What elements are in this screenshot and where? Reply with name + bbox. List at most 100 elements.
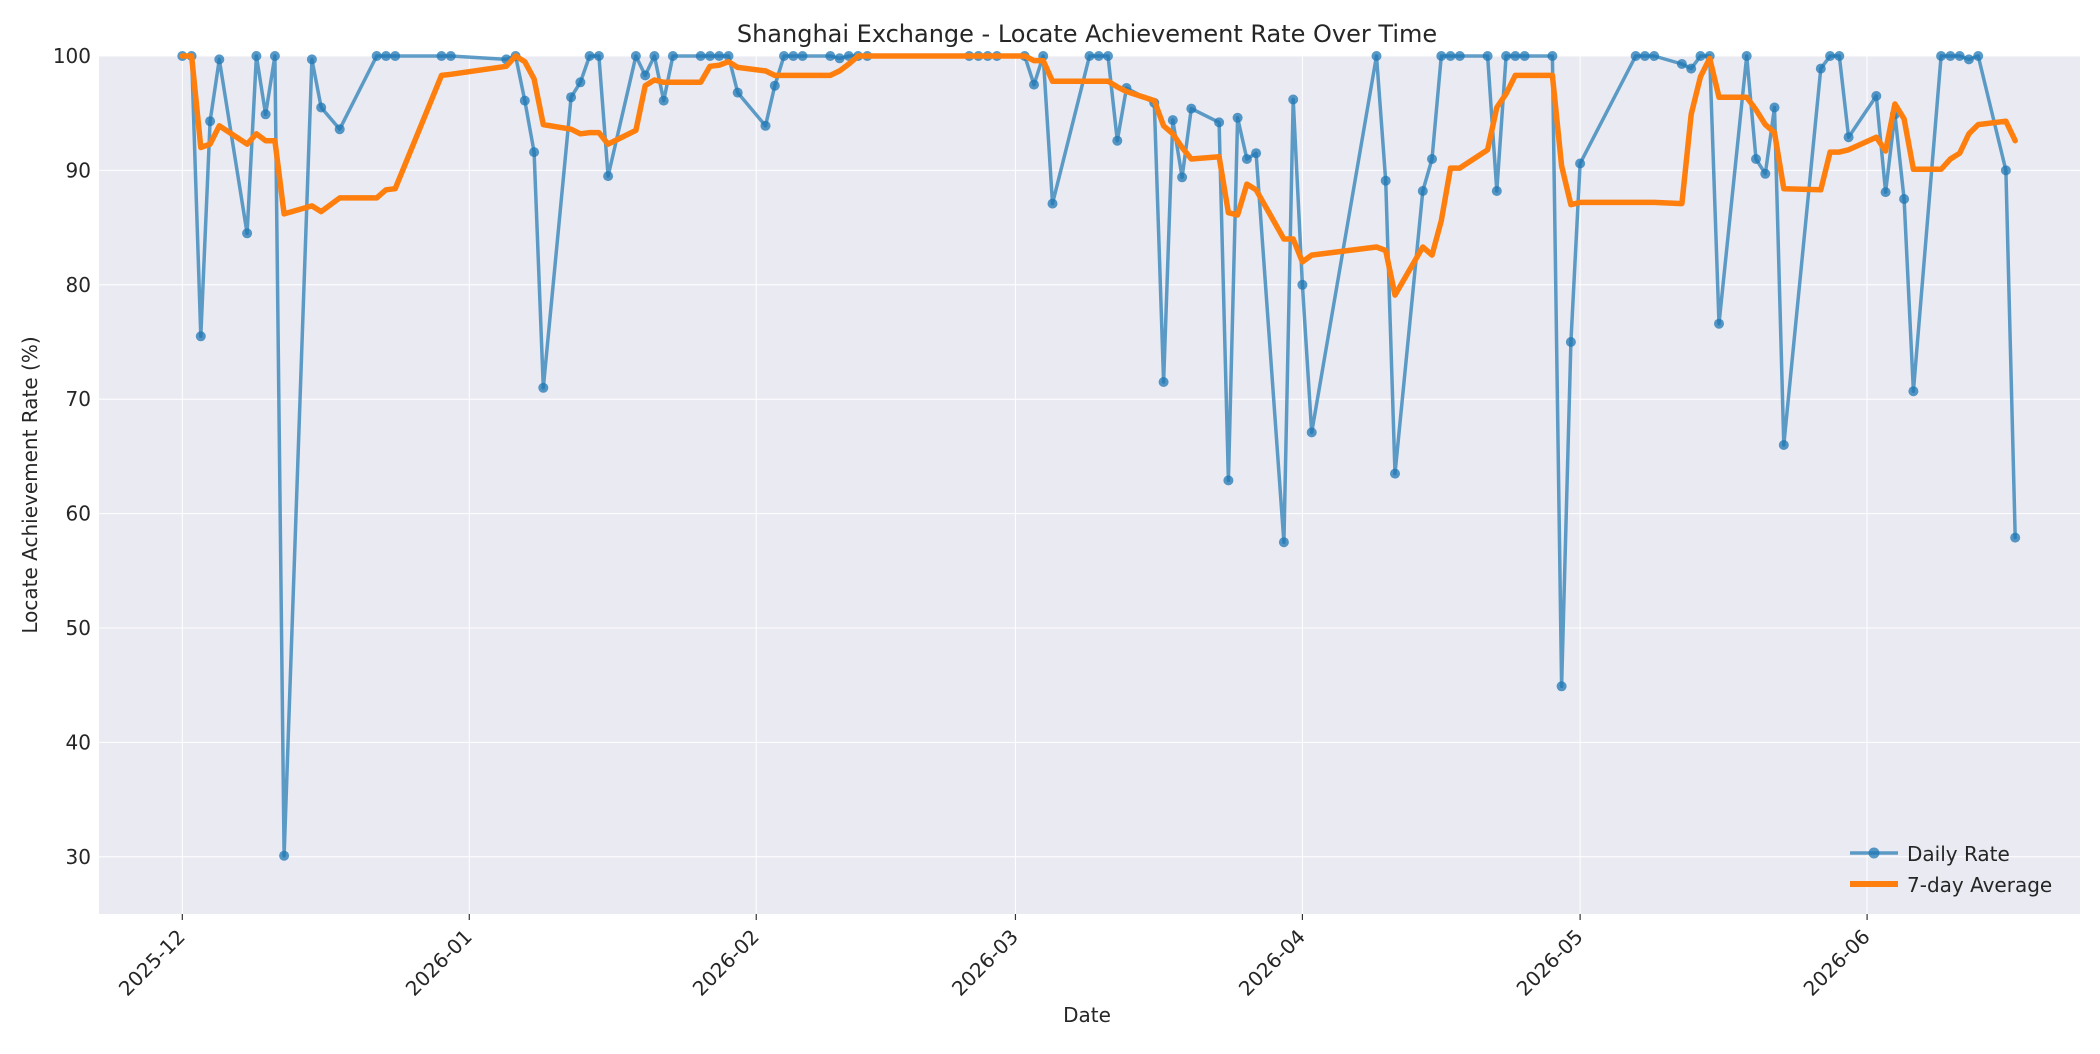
daily-rate-point <box>593 51 604 61</box>
y-tick-label: 100 <box>53 44 91 68</box>
daily-rate-point <box>640 70 651 81</box>
daily-rate-point <box>667 51 678 61</box>
daily-rate-point <box>1510 51 1521 61</box>
daily-rate-point <box>1936 51 1947 61</box>
daily-rate-point <box>1445 51 1456 61</box>
y-axis-label: Locate Achievement Rate (%) <box>18 336 42 633</box>
legend: Daily Rate 7-day Average <box>1850 842 2052 897</box>
daily-rate-point <box>1547 51 1558 61</box>
daily-rate-point <box>1963 54 1974 65</box>
legend-daily-label: Daily Rate <box>1907 842 2010 866</box>
daily-rate-point <box>519 95 530 106</box>
daily-rate-point <box>2010 532 2021 543</box>
daily-rate-point <box>1177 172 1188 183</box>
daily-rate-point <box>251 51 262 61</box>
daily-rate-point <box>732 87 743 98</box>
daily-rate-point <box>1482 51 1493 61</box>
daily-rate-point <box>788 51 799 61</box>
daily-rate-point <box>1223 475 1234 486</box>
daily-rate-point <box>1232 112 1243 123</box>
daily-rate-point <box>242 228 253 239</box>
daily-rate-point <box>1519 51 1530 61</box>
daily-rate-point <box>1436 51 1447 61</box>
daily-rate-point <box>269 51 280 61</box>
daily-rate-point <box>1427 154 1437 164</box>
daily-rate-point <box>1103 51 1113 61</box>
daily-rate-point <box>584 51 595 61</box>
daily-rate-point <box>705 51 715 61</box>
daily-rate-point <box>603 171 614 182</box>
daily-rate-point <box>1093 51 1104 61</box>
daily-rate-point <box>2000 165 2011 176</box>
daily-rate-point <box>445 51 456 61</box>
y-tick-label: 50 <box>66 616 91 640</box>
daily-rate-point <box>1769 102 1780 113</box>
daily-rate-point <box>381 51 391 61</box>
daily-rate-point <box>390 51 401 61</box>
daily-rate-point <box>1834 51 1845 61</box>
daily-rate-point <box>529 147 540 158</box>
daily-rate-point <box>1899 194 1910 204</box>
daily-rate-point <box>1380 175 1391 186</box>
y-tick-label: 70 <box>66 387 91 411</box>
daily-rate-point <box>1158 377 1169 387</box>
daily-rate-point <box>1491 186 1502 196</box>
daily-rate-point <box>1751 154 1761 164</box>
daily-rate-point <box>205 116 216 127</box>
chart-title: Shanghai Exchange - Locate Achievement R… <box>737 20 1437 48</box>
daily-rate-point <box>1029 79 1039 90</box>
legend-daily-marker <box>1868 847 1880 859</box>
daily-rate-point <box>371 51 382 61</box>
daily-rate-point <box>1371 51 1382 61</box>
seven-day-average-line <box>179 53 2018 298</box>
daily-rate-point <box>779 51 789 61</box>
daily-rate-point <box>1973 51 1984 61</box>
daily-rate-point <box>538 382 549 393</box>
daily-rate-point <box>1695 51 1706 61</box>
plot-area <box>99 56 2080 914</box>
daily-rate-point <box>436 51 447 61</box>
daily-rate-point <box>1084 51 1095 61</box>
daily-rate-point <box>279 850 290 861</box>
daily-rate-point <box>1825 51 1836 61</box>
daily-rate-point <box>1760 168 1771 179</box>
y-tick-label: 90 <box>66 158 91 182</box>
daily-rate-point <box>769 80 780 91</box>
daily-rate-point <box>1676 59 1687 69</box>
daily-rate-point <box>1288 94 1299 105</box>
daily-rate-point <box>1501 51 1512 61</box>
daily-rate-point <box>260 109 271 120</box>
daily-rate-point <box>1686 63 1697 74</box>
daily-rate-point <box>825 51 836 61</box>
daily-rate-point <box>1047 198 1058 209</box>
daily-rate-point <box>1112 135 1123 146</box>
daily-rate-point <box>760 120 771 131</box>
daily-rate-point <box>1565 337 1576 347</box>
y-tick-label: 30 <box>66 845 91 869</box>
daily-rate-point <box>695 51 706 61</box>
daily-rate-point <box>1741 51 1752 61</box>
daily-rate-point <box>1954 51 1965 61</box>
daily-rate-point <box>1278 537 1289 548</box>
daily-rate-point <box>797 51 808 61</box>
daily-rate-point <box>1880 187 1891 198</box>
daily-rate-point <box>1575 158 1586 169</box>
daily-rate-point <box>649 51 660 61</box>
daily-rate-point <box>1871 91 1882 101</box>
daily-rate-point <box>1390 468 1400 479</box>
daily-rate-point <box>1778 440 1789 450</box>
daily-rate-point <box>1251 148 1262 159</box>
daily-rate-point <box>316 102 327 113</box>
y-tick-label: 80 <box>66 273 91 297</box>
legend-average-label: 7-day Average <box>1907 873 2052 897</box>
daily-rate-point <box>714 51 725 61</box>
y-tick-label: 40 <box>66 730 91 754</box>
daily-rate-point <box>1714 318 1724 329</box>
y-tick-label: 60 <box>66 502 91 526</box>
series-layer <box>177 51 2021 861</box>
daily-rate-point <box>1815 63 1826 74</box>
daily-rate-point <box>1241 154 1252 164</box>
daily-rate-point <box>834 53 845 64</box>
daily-rate-point <box>1630 51 1641 61</box>
